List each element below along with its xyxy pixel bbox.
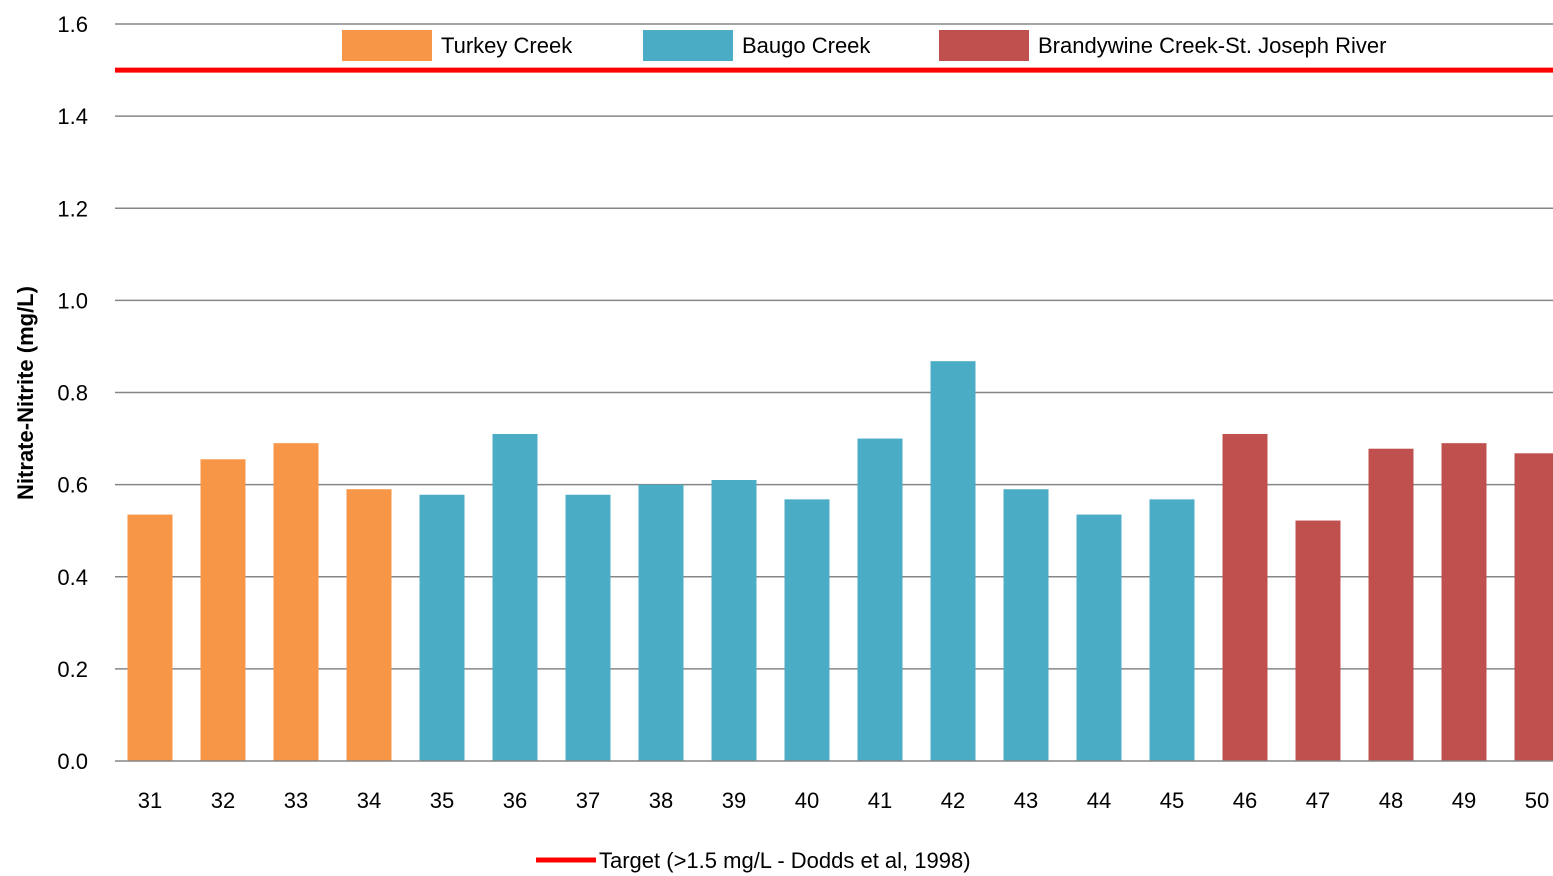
bar-37 (565, 494, 611, 761)
x-tick-label: 34 (357, 788, 381, 813)
bar-42 (930, 361, 976, 761)
x-tick-label: 50 (1525, 788, 1549, 813)
y-tick-label: 0.2 (57, 657, 88, 682)
legend-swatch (643, 30, 733, 61)
x-tick-label: 44 (1087, 788, 1111, 813)
bar-41 (857, 438, 903, 761)
bar-39 (711, 480, 757, 761)
x-tick-label: 35 (430, 788, 454, 813)
bar-48 (1368, 448, 1414, 761)
bar-49 (1441, 443, 1487, 761)
x-tick-label: 49 (1452, 788, 1476, 813)
x-tick-label: 48 (1379, 788, 1403, 813)
x-tick-label: 37 (576, 788, 600, 813)
bar-40 (784, 499, 830, 761)
y-tick-label: 1.2 (57, 196, 88, 221)
x-tick-label: 31 (138, 788, 162, 813)
x-tick-label: 43 (1014, 788, 1038, 813)
bars (127, 361, 1553, 761)
bar-36 (492, 433, 538, 761)
bar-31 (127, 514, 173, 761)
legend-label: Brandywine Creek-St. Joseph River (1038, 33, 1386, 58)
x-tick-label: 36 (503, 788, 527, 813)
y-tick-label: 0.6 (57, 473, 88, 498)
legend: Turkey Creek Baugo Creek Brandywine Creek-… (342, 30, 1386, 61)
x-tick-label: 47 (1306, 788, 1330, 813)
y-tick-label: 1.6 (57, 12, 88, 37)
bar-35 (419, 494, 465, 761)
bar-44 (1076, 514, 1122, 761)
bar-45 (1149, 499, 1195, 761)
bar-33 (273, 443, 319, 761)
y-axis-title: Nitrate-Nitrite (mg/L) (13, 286, 38, 500)
y-tick-label: 0.0 (57, 749, 88, 774)
y-axis-ticks: 0.0 0.2 0.4 0.6 0.8 1.0 1.2 1.4 1.6 (57, 12, 88, 774)
legend-label: Turkey Creek (441, 33, 573, 58)
y-tick-label: 1.4 (57, 104, 88, 129)
x-tick-label: 40 (795, 788, 819, 813)
target-legend: Target (>1.5 mg/L - Dodds et al, 1998) (536, 848, 971, 873)
x-tick-label: 39 (722, 788, 746, 813)
bar-34 (346, 489, 392, 761)
x-tick-label: 38 (649, 788, 673, 813)
x-tick-label: 41 (868, 788, 892, 813)
x-tick-label: 32 (211, 788, 235, 813)
bar-46 (1222, 433, 1268, 761)
x-tick-label: 46 (1233, 788, 1257, 813)
target-legend-label: Target (>1.5 mg/L - Dodds et al, 1998) (599, 848, 971, 873)
legend-label: Baugo Creek (742, 33, 871, 58)
x-axis-ticks: 31 32 33 34 35 36 37 38 39 40 41 42 43 44 45 46 47 48 49 50 (138, 788, 1549, 813)
bar-50 (1514, 453, 1553, 761)
y-tick-label: 1.0 (57, 288, 88, 313)
legend-swatch (342, 30, 432, 61)
bar-43 (1003, 489, 1049, 761)
y-tick-label: 0.4 (57, 565, 88, 590)
x-tick-label: 33 (284, 788, 308, 813)
legend-swatch (939, 30, 1029, 61)
bar-47 (1295, 520, 1341, 761)
bar-32 (200, 459, 246, 761)
x-tick-label: 42 (941, 788, 965, 813)
x-tick-label: 45 (1160, 788, 1184, 813)
bar-38 (638, 484, 684, 761)
y-tick-label: 0.8 (57, 381, 88, 406)
